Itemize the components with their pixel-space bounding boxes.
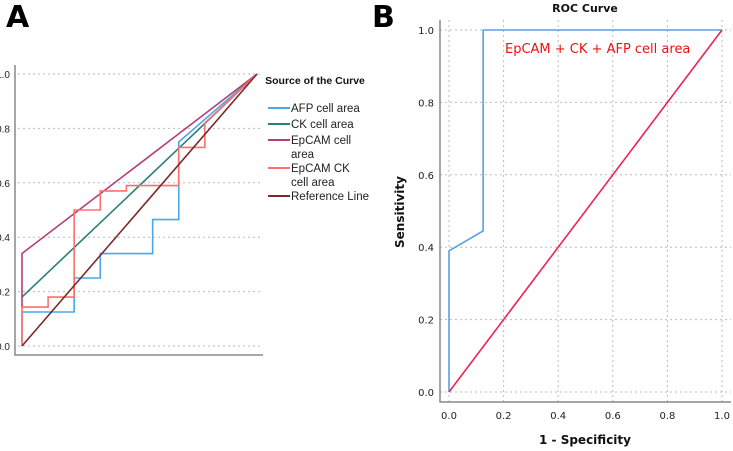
y-tick-label: 0.0 <box>0 342 10 353</box>
series-line-epcam-ck-cell-area <box>21 73 258 346</box>
x-tick-label: 0.6 <box>605 411 621 422</box>
x-axis-label: 1 - Specificity <box>539 433 631 447</box>
axes <box>14 65 263 356</box>
y-tick-label: 0.0 <box>418 388 434 399</box>
x-tick-label: 0.0 <box>441 411 457 422</box>
curve-annotation: EpCAM + CK + AFP cell area <box>505 42 690 57</box>
axes <box>439 20 731 403</box>
legend-entry: EpCAM CK cell area <box>291 163 350 189</box>
chart-title: ROC Curve <box>552 2 618 15</box>
legend-entry: AFP cell area <box>291 103 360 115</box>
y-tick-label: 0.2 <box>418 316 434 327</box>
y-tick-label: 0.4 <box>0 233 10 244</box>
y-tick-label: 0.2 <box>0 288 10 299</box>
legend-entry: EpCAM cell area <box>291 135 351 161</box>
y-tick-label: 0.6 <box>0 179 10 190</box>
series-line-reference-line <box>21 73 258 347</box>
panel-b-chart: 0.0 0.2 0.4 0.6 0.8 1.0 0.0 0.2 0.4 0.6 0.8 1.0 <box>418 20 731 422</box>
x-tick-label: 0.2 <box>496 411 512 422</box>
y-tick-label: 1.0 <box>0 70 10 81</box>
panel-label-a: A <box>6 0 30 35</box>
y-tick-label: 0.4 <box>418 243 434 254</box>
y-tick-label: 0.8 <box>0 124 10 135</box>
y-tick-label: 0.6 <box>418 171 434 182</box>
panel-a-chart: 0.0 0.2 0.4 0.6 0.8 1.0 <box>0 65 263 356</box>
y-tick-label: 0.8 <box>418 98 434 109</box>
panel-a-legend: Source of the Curve AFP cell area CK cell… <box>265 75 369 203</box>
reference-line <box>448 29 723 393</box>
x-tick-label: 0.8 <box>659 411 675 422</box>
legend-title: Source of the Curve <box>265 75 365 87</box>
y-tick-label: 1.0 <box>418 26 434 37</box>
x-tick-label: 0.4 <box>550 411 566 422</box>
roc-curve-line <box>448 29 722 392</box>
x-tick-label: 1.0 <box>714 411 730 422</box>
panel-label-b: B <box>372 0 395 35</box>
y-axis-label: Sensitivity <box>393 176 407 248</box>
legend-entry: CK cell area <box>291 119 354 131</box>
series-line-epcam-cell-area <box>21 73 258 308</box>
series-line-afp-cell-area <box>21 73 258 346</box>
legend-entry: Reference Line <box>291 191 369 203</box>
